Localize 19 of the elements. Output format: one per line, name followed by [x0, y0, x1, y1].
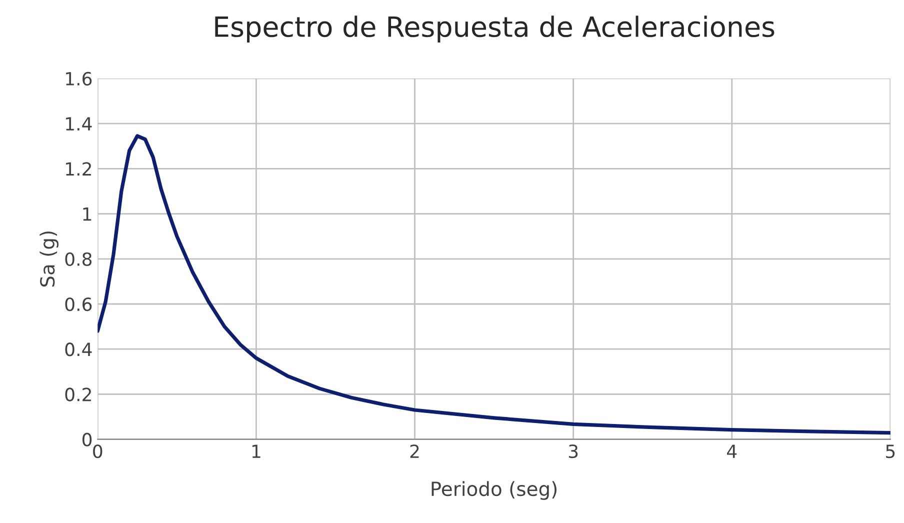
x-tick-label: 2: [410, 444, 419, 458]
y-tick-label: 0.2: [65, 388, 91, 402]
y-tick-label: 0: [82, 432, 92, 446]
y-tick-label: 1.6: [66, 72, 92, 86]
y-tick-label: 1.2: [66, 162, 91, 176]
x-tick-label: 4: [727, 444, 737, 458]
y-tick-label: 0.8: [65, 252, 92, 266]
x-tick-label: 3: [568, 444, 578, 458]
x-tick-label: 0: [93, 444, 102, 458]
y-axis-title: Sa (g): [40, 232, 58, 287]
line-series: [98, 134, 890, 435]
x-tick-label: 5: [886, 444, 895, 458]
y-tick-label: 0.4: [65, 342, 92, 356]
x-axis-title: Periodo (seg): [432, 481, 557, 500]
chart-title: Espectro de Respuesta de Aceleraciones: [215, 16, 774, 43]
y-tick-label: 0.6: [65, 297, 92, 312]
y-tick-label: 1.4: [66, 117, 92, 130]
x-tick-label: 1: [252, 444, 260, 458]
y-tick-label: 1: [83, 207, 92, 221]
